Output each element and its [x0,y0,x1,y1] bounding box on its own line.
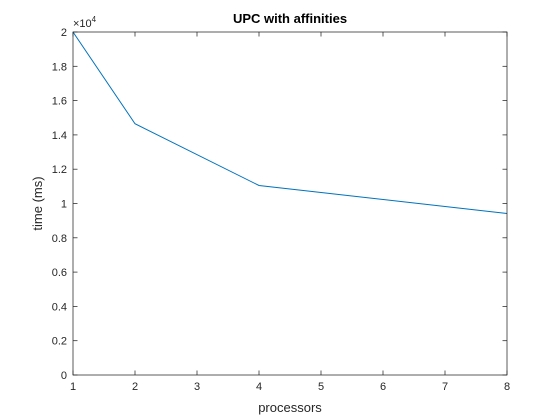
y-exponent-label: ×104 [73,15,97,30]
y-tick-label: 1.6 [52,96,67,108]
x-tick-label: 8 [504,381,510,393]
y-tick-label: 1 [61,199,67,211]
axes-box [72,31,508,376]
x-tick-label: 1 [70,381,76,393]
plot-area [73,32,507,375]
y-axis-label: time (ms) [30,176,45,230]
y-tick-label: 0 [61,370,67,382]
y-tick-label: 0.8 [52,233,67,245]
x-tick-label: 3 [194,381,200,393]
y-tick-label: 0.2 [52,336,67,348]
y-exponent-power: 4 [92,15,97,24]
x-tick-label: 7 [442,381,448,393]
y-tick-label: 2 [61,27,67,39]
y-tick-label: 1.4 [52,130,67,142]
x-tick-label: 2 [132,381,138,393]
y-tick-label: 1.2 [52,164,67,176]
chart-title: UPC with affinities [233,11,347,26]
x-tick-label: 4 [256,381,262,393]
y-tick-label: 1.8 [52,61,67,73]
x-axis-label: processors [258,400,322,415]
y-tick-label: 0.4 [52,301,67,313]
y-tick-label: 0.6 [52,267,67,279]
x-tick-label: 5 [318,381,324,393]
y-exponent-base: ×10 [73,18,92,30]
series-group [72,31,508,214]
series-line [72,31,508,214]
x-tick-label: 6 [380,381,386,393]
